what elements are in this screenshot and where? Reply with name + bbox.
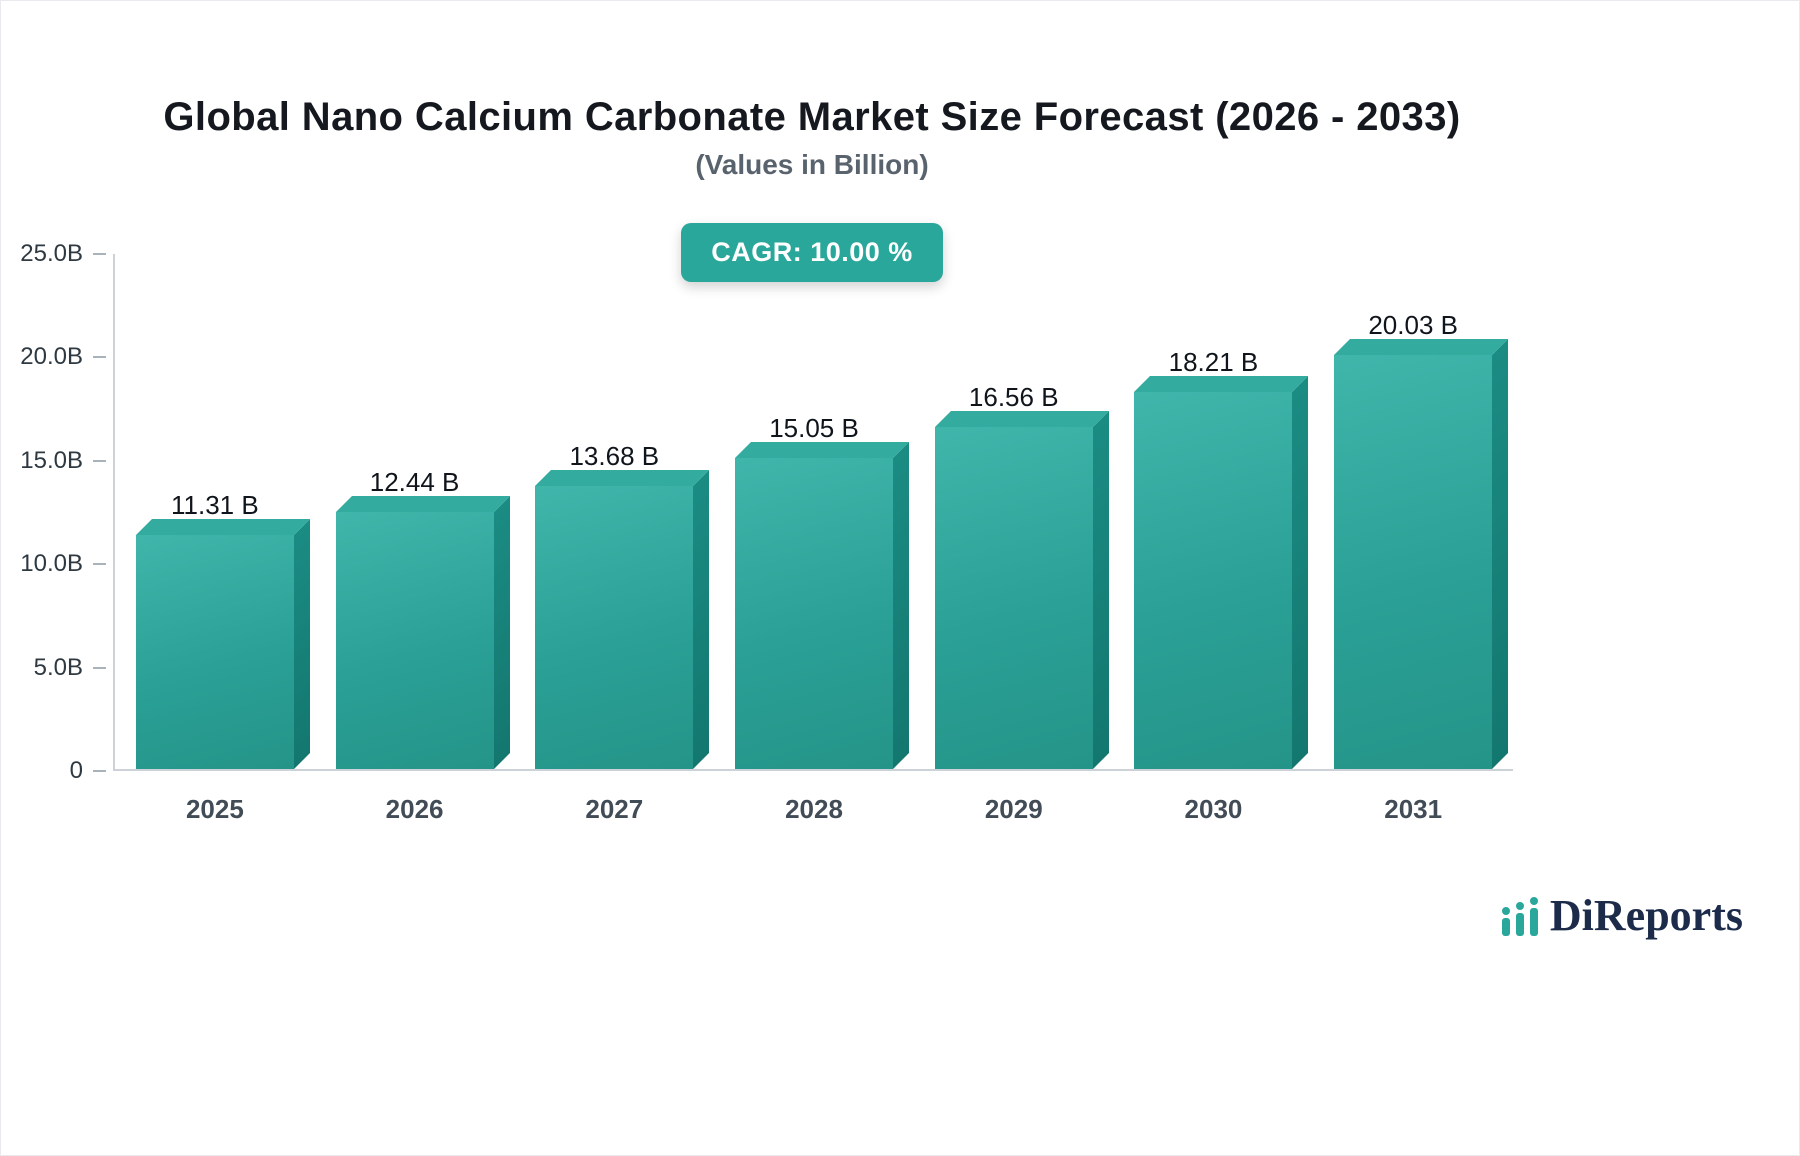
cagr-badge-row: CAGR: 10.00 %	[111, 223, 1513, 282]
bar-top	[1134, 376, 1309, 393]
y-axis-tick-label: 15.0B	[20, 446, 83, 474]
x-axis-label: 2030	[1184, 794, 1243, 824]
bar-value-label: 12.44 B	[369, 466, 460, 497]
y-axis-tick-mark	[93, 666, 106, 669]
bar-chart-icon	[1501, 897, 1538, 936]
bar-side	[293, 519, 310, 769]
bar[interactable]	[135, 519, 310, 769]
y-axis-tick-label: 20.0B	[20, 343, 83, 371]
bar-group: 16.56 B 2029	[914, 254, 1114, 824]
bar-side	[693, 470, 710, 769]
y-axis-tick-label: 0	[69, 757, 83, 784]
x-axis-label: 2025	[185, 794, 244, 824]
cagr-badge: CAGR: 10.00 %	[681, 223, 943, 282]
bar-side	[1292, 376, 1309, 769]
bar-front	[1334, 354, 1493, 769]
bar-top	[135, 519, 310, 536]
bar-group: 20.03 B 2031	[1313, 254, 1513, 824]
y-axis-tick-label: 5.0B	[33, 653, 83, 681]
bar-value-label: 13.68 B	[569, 441, 660, 472]
bar[interactable]	[335, 495, 510, 769]
bar-top	[535, 470, 710, 487]
y-axis-tick-mark	[93, 563, 106, 566]
bar[interactable]	[1334, 338, 1509, 769]
bar-side	[493, 495, 510, 769]
bar-top	[335, 495, 510, 512]
x-axis-label: 2028	[785, 794, 843, 824]
brand-logo: DiReports	[1499, 894, 1743, 938]
chart-title: Global Nano Calcium Carbonate Market Siz…	[163, 95, 1461, 139]
y-axis-tick-label: 10.0B	[20, 550, 83, 578]
plot-area: 11.31 B 2025 12.44 B 2026 13.68 B 2027 15.05 B…	[20, 240, 1513, 824]
y-axis-tick-mark	[93, 253, 106, 255]
bar-front	[934, 426, 1093, 769]
bar[interactable]	[1134, 376, 1309, 769]
x-axis-label: 2029	[984, 794, 1043, 824]
bar-value-label: 16.56 B	[968, 381, 1059, 412]
logo-text: DiReports	[1549, 891, 1743, 940]
chart-subtitle: (Values in Billion)	[695, 149, 929, 180]
bar-front	[535, 486, 694, 769]
bar-group: 11.31 B 2025	[115, 254, 315, 824]
bar-group: 13.68 B 2027	[514, 254, 714, 824]
bar[interactable]	[934, 410, 1109, 769]
bar-front	[135, 535, 294, 769]
bars-row: 11.31 B 2025 12.44 B 2026 13.68 B 2027 15.05 B…	[115, 254, 1513, 824]
bar-front	[335, 511, 494, 769]
bar-front	[735, 457, 894, 769]
bar-group: 12.44 B 2026	[315, 254, 515, 824]
bar-side	[1492, 338, 1509, 769]
y-axis-tick-label: 25.0B	[20, 240, 83, 267]
y-axis-tick-mark	[93, 770, 106, 772]
bar-group: 15.05 B 2028	[714, 254, 914, 824]
y-axis-tick-mark	[93, 459, 106, 462]
bar-group: 18.21 B 2030	[1114, 254, 1314, 824]
bar-value-label: 18.21 B	[1168, 347, 1259, 378]
bar-front	[1134, 392, 1293, 769]
bar-top	[1334, 338, 1509, 355]
bar-side	[1092, 410, 1109, 769]
bar[interactable]	[735, 441, 910, 769]
bar-top	[934, 410, 1109, 427]
bar[interactable]	[535, 470, 710, 769]
x-axis-label: 2027	[585, 794, 644, 824]
bar-value-label: 11.31 B	[171, 490, 259, 521]
bar-value-label: 15.05 B	[769, 412, 859, 443]
bar-top	[735, 441, 910, 458]
bar-value-label: 20.03 B	[1368, 309, 1458, 340]
x-axis-label: 2026	[385, 794, 444, 824]
x-axis-label: 2031	[1384, 794, 1443, 824]
y-axis-tick-mark	[93, 356, 106, 359]
bar-side	[893, 441, 910, 769]
